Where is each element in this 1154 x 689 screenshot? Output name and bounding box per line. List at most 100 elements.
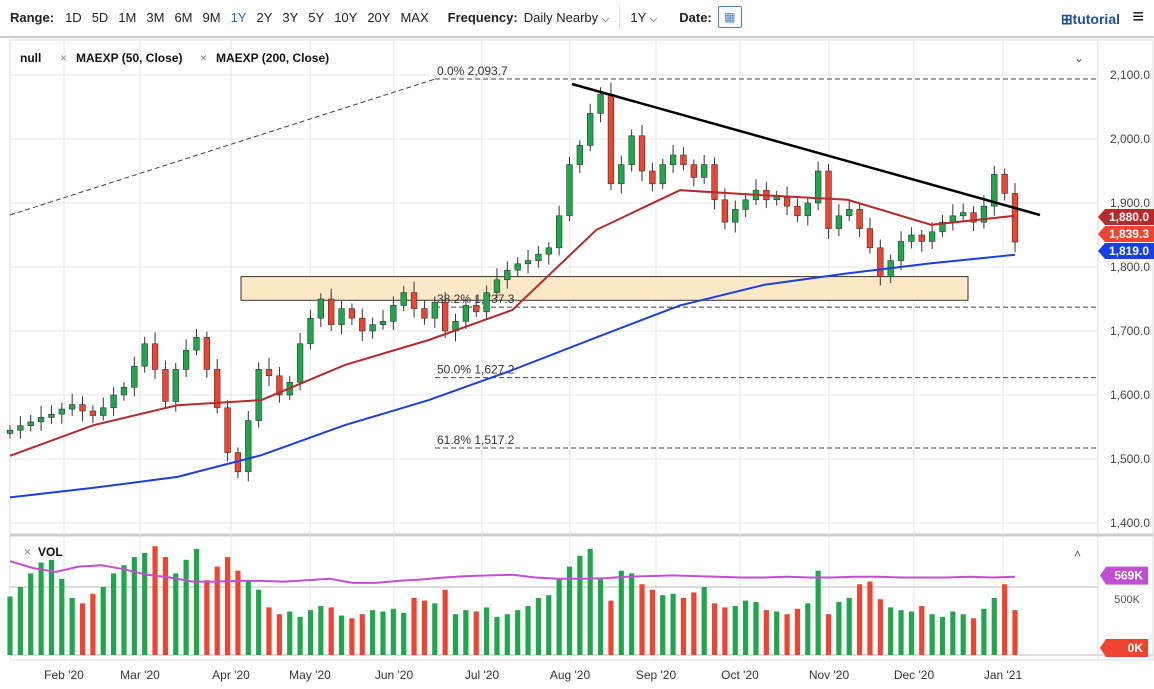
ma200-price-tag (1098, 243, 1154, 259)
volume-bar (484, 607, 490, 655)
volume-bar (504, 614, 510, 655)
volume-bar (297, 616, 303, 655)
candle (835, 215, 843, 229)
volume-bar (732, 606, 738, 655)
candle (421, 308, 428, 319)
range-5d[interactable]: 5D (91, 9, 109, 25)
range-2y[interactable]: 2Y (256, 9, 273, 25)
calendar-icon[interactable]: ▦ (717, 6, 742, 28)
volume-bar (722, 607, 728, 655)
volume-bar (877, 599, 883, 655)
candle (359, 317, 366, 332)
candle (141, 343, 148, 367)
candle (79, 404, 86, 412)
candle (193, 337, 200, 351)
candle (711, 164, 718, 201)
candle (328, 298, 335, 325)
y-tick-label: 2,000.0 (1110, 132, 1150, 146)
x-tick-label: Aug '20 (550, 668, 591, 682)
ma50-price-label: 1,880.0 (1109, 210, 1149, 224)
volume-bar (359, 614, 365, 655)
range-options: 1D 5D 1M 3M 6M 9M 1Y 2Y 3Y 5Y 10Y 20Y MAX (60, 10, 434, 25)
candle (618, 164, 625, 185)
volume-bar (245, 581, 251, 655)
volume-bar (48, 559, 55, 655)
y-tick-label: 2,100.0 (1110, 68, 1150, 82)
volume-tick-label: 500K (1114, 594, 1140, 606)
candle (669, 154, 677, 165)
x-tick-label: Jun '20 (375, 668, 414, 682)
hamburger-menu-icon[interactable]: ≡ (1132, 6, 1144, 28)
volume-bar (888, 607, 894, 655)
volume-bar (17, 587, 23, 655)
y-tick-label: 1,400.0 (1110, 516, 1150, 530)
volume-ma-line (9, 560, 1016, 584)
volume-bar (90, 593, 96, 655)
volume-bar (898, 610, 904, 655)
candle (224, 407, 231, 453)
chevron-down-icon: ⌵ (601, 13, 610, 25)
range-3y[interactable]: 3Y (282, 9, 299, 25)
range-20y[interactable]: 20Y (367, 9, 391, 25)
volume-bar (1002, 584, 1008, 655)
candle (690, 164, 697, 178)
range-3m[interactable]: 3M (146, 9, 165, 25)
volume-bar (256, 589, 262, 655)
period-select[interactable]: 1Y ⌵ (630, 10, 657, 25)
candle (980, 205, 988, 223)
candle (524, 260, 532, 265)
volume-bar (763, 610, 769, 655)
candle (918, 234, 925, 242)
range-5y[interactable]: 5Y (308, 9, 325, 25)
candle (338, 308, 345, 325)
legend-study: MAEXP (50, Close) (76, 51, 182, 65)
range-1m[interactable]: 1M (118, 9, 137, 25)
volume-bar (846, 597, 852, 655)
legend-symbol: null (20, 51, 41, 65)
candle (120, 387, 128, 396)
volume-bar (836, 601, 842, 655)
ma50-price-tag (1098, 209, 1154, 225)
candle (369, 324, 376, 332)
range-10y[interactable]: 10Y (334, 9, 358, 25)
volume-bar (287, 611, 293, 655)
candle (814, 170, 822, 204)
volume-bar (919, 606, 925, 655)
volume-bar (307, 610, 314, 655)
range-1y[interactable]: 1Y (230, 9, 247, 25)
volume-bar (235, 570, 241, 655)
candle (89, 410, 97, 416)
volume-bar (587, 548, 593, 655)
candle (400, 292, 407, 306)
volume-bar (463, 610, 469, 655)
candle (1001, 173, 1008, 194)
y-tick-label: 1,700.0 (1110, 324, 1150, 338)
range-1d[interactable]: 1D (65, 9, 82, 25)
candle (182, 349, 190, 370)
range-max[interactable]: MAX (400, 9, 429, 25)
chevron-down-icon: ⌵ (649, 13, 658, 25)
volume-bar (546, 595, 552, 655)
candle (555, 215, 563, 249)
x-tick-label: Apr '20 (212, 668, 250, 682)
candle (110, 394, 117, 409)
date-label: Date: (679, 9, 712, 25)
range-6m[interactable]: 6M (174, 9, 193, 25)
y-tick-label: 1,900.0 (1110, 196, 1150, 210)
candle (545, 247, 552, 255)
fib-level-label: 0.0% 2,093.7 (437, 64, 508, 78)
x-tick-label: Nov '20 (809, 668, 850, 682)
fib-level-label: 61.8% 1,517.2 (437, 433, 515, 447)
candle (949, 215, 956, 223)
volume-bar (111, 573, 117, 655)
volume-bar (390, 608, 396, 655)
candle (162, 369, 169, 402)
candle (732, 209, 739, 223)
volume-ma-tag (1100, 566, 1148, 585)
range-label: Range: (10, 9, 55, 25)
candle (928, 231, 936, 242)
tutorial-link[interactable]: ⊞tutorial (1061, 11, 1120, 28)
resistance-trendline (571, 82, 1041, 217)
frequency-select[interactable]: Daily Nearby ⌵ (524, 10, 610, 25)
range-9m[interactable]: 9M (202, 9, 221, 25)
